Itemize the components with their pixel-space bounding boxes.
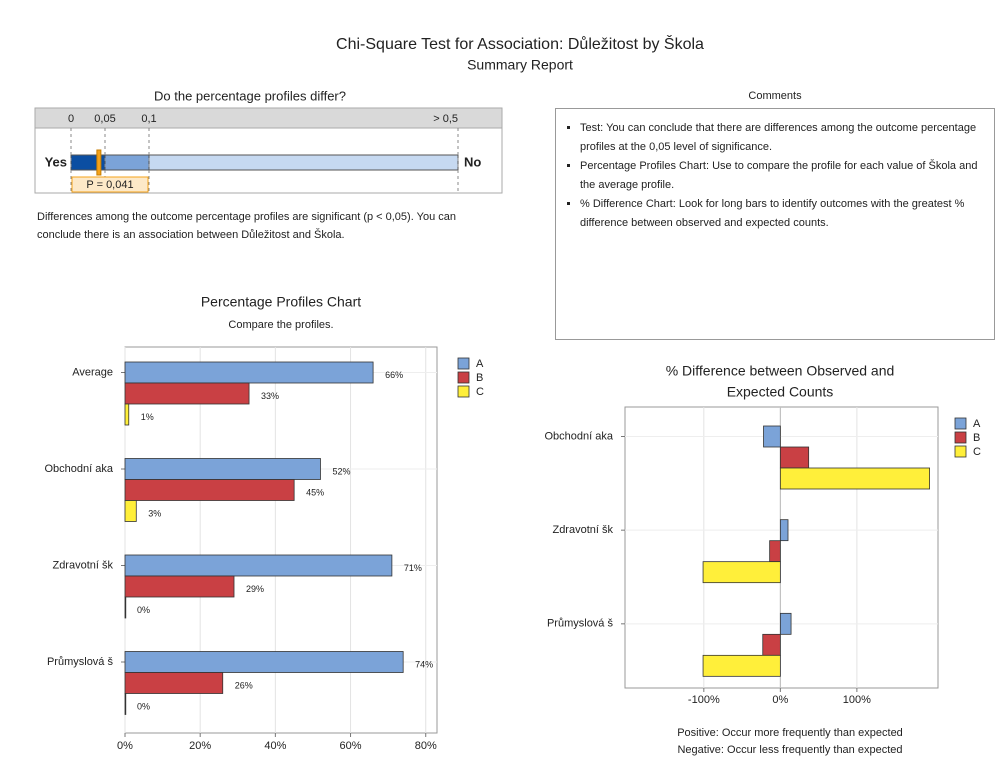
x-tick-label: 40% <box>264 740 286 752</box>
value-label: 74% <box>415 659 433 669</box>
comment-item: Percentage Profiles Chart: Use to compar… <box>580 157 986 195</box>
report-subtitle: Summary Report <box>467 57 573 73</box>
comment-item: Test: You can conclude that there are di… <box>580 119 986 157</box>
x-tick-label: 20% <box>189 740 211 752</box>
y-tick-label: Průmyslová š <box>547 618 614 630</box>
bar <box>124 382 250 405</box>
bar <box>124 575 235 598</box>
chart-note: Negative: Occur less frequently than exp… <box>677 744 902 756</box>
legend-label: A <box>973 418 981 430</box>
comments-list: Test: You can conclude that there are di… <box>568 119 986 233</box>
y-tick-label: Obchodní aka <box>45 463 114 475</box>
value-label: 29% <box>246 584 264 594</box>
bar <box>124 672 224 694</box>
gauge-tick-label: 0 <box>68 113 74 125</box>
bar <box>124 361 374 384</box>
p-value-label: P = 0,041 <box>86 179 133 191</box>
y-tick-label: Zdravotní šk <box>552 524 613 536</box>
bar <box>779 519 789 542</box>
bar <box>124 596 127 619</box>
gauge-tick-label: 0,1 <box>141 113 156 125</box>
bar <box>124 458 321 480</box>
legend-swatch <box>457 371 470 384</box>
y-tick-label: Average <box>72 366 113 378</box>
legend-swatch <box>457 357 470 370</box>
value-label: 66% <box>385 370 403 380</box>
value-label: 1% <box>141 412 154 422</box>
comments-box: Test: You can conclude that there are di… <box>555 108 995 340</box>
y-tick-label: Obchodní aka <box>545 430 614 442</box>
p-value-box <box>71 176 149 193</box>
bar <box>124 554 393 577</box>
comment-item: % Difference Chart: Look for long bars t… <box>580 195 986 233</box>
value-label: 26% <box>235 680 253 690</box>
value-label: 71% <box>404 563 422 573</box>
gauge-yes: Yes <box>45 154 67 169</box>
value-label: 33% <box>261 391 279 401</box>
x-tick-label: 100% <box>843 694 871 706</box>
x-tick-label: 80% <box>415 740 437 752</box>
bar <box>763 425 781 448</box>
legend-label: B <box>476 372 483 384</box>
gauge-no: No <box>464 154 481 169</box>
legend-label: C <box>973 446 981 458</box>
gauge-band-medium <box>104 154 150 171</box>
value-label: 52% <box>332 466 350 476</box>
bar <box>702 654 781 677</box>
bar <box>124 500 137 522</box>
value-label: 45% <box>306 487 324 497</box>
gauge-band-weak <box>148 154 459 171</box>
bar <box>124 693 127 715</box>
chart-note: Positive: Occur more frequently than exp… <box>677 727 903 739</box>
legend-swatch <box>954 417 967 430</box>
legend-swatch <box>457 385 470 398</box>
report-title: Chi-Square Test for Association: Důležit… <box>336 34 704 53</box>
chart-subtitle: Compare the profiles. <box>228 319 333 331</box>
bar <box>702 561 781 584</box>
x-tick-label: 60% <box>340 740 362 752</box>
conclusion: Differences among the outcome percentage… <box>37 211 456 241</box>
legend-label: B <box>973 432 980 444</box>
bar <box>124 651 404 673</box>
x-tick-label: 0% <box>117 740 133 752</box>
bar <box>769 540 781 563</box>
chart-title: Expected Counts <box>727 384 834 400</box>
value-label: 0% <box>137 605 150 615</box>
comments-title: Comments <box>748 90 802 102</box>
p-value-marker <box>96 149 102 176</box>
y-tick-label: Průmyslová š <box>47 656 114 668</box>
bar <box>124 403 130 426</box>
value-label: 3% <box>148 508 161 518</box>
gauge-tick-label: 0,05 <box>94 113 115 125</box>
value-label: 0% <box>137 701 150 711</box>
bar <box>762 633 781 656</box>
bar <box>779 612 792 635</box>
bar <box>124 479 295 501</box>
bar <box>779 446 810 469</box>
legend-label: C <box>476 386 484 398</box>
bar <box>779 467 930 490</box>
x-tick-label: 0% <box>772 694 788 706</box>
legend-label: A <box>476 358 484 370</box>
gauge-tick-label: > 0,5 <box>433 113 458 125</box>
legend-swatch <box>954 431 967 444</box>
chart-title: % Difference between Observed and <box>666 363 895 379</box>
x-tick-label: -100% <box>688 694 720 706</box>
chart-title: Percentage Profiles Chart <box>201 294 361 310</box>
y-tick-label: Zdravotní šk <box>52 559 113 571</box>
gauge-title: Do the percentage profiles differ? <box>154 88 346 103</box>
legend-swatch <box>954 445 967 458</box>
